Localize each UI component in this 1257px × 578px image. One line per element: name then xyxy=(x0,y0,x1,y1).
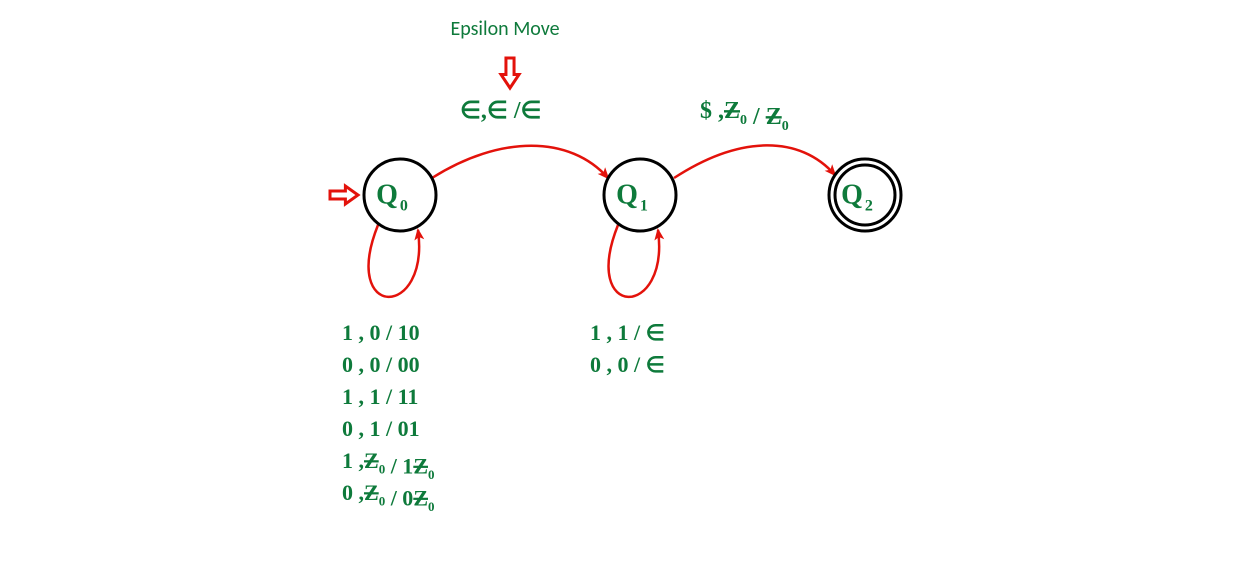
edge-label-q0-q1: ∈,∈ /∈ xyxy=(460,98,541,124)
edge-label-q0-loop-line3: 0 , 1 / 01 xyxy=(342,416,420,441)
edge-label-q1-loop-line1: 0 , 0 / ∈ xyxy=(590,352,665,377)
edge-label-q0-loop-line0: 1 , 0 / 10 xyxy=(342,320,420,345)
edge-label-q0-loop-line2: 1 , 1 / 11 xyxy=(342,384,418,409)
state-q2 xyxy=(829,159,901,231)
pda-diagram: Epsilon Move∈,∈ /∈$ ,Z0 / Z01 , 0 / 100 … xyxy=(0,0,1257,578)
edge-label-q0-loop-line1: 0 , 0 / 00 xyxy=(342,352,420,377)
edge-label-q1-loop-line0: 1 , 1 / ∈ xyxy=(590,320,665,345)
state-q1 xyxy=(604,159,676,231)
state-q0 xyxy=(364,159,436,231)
epsilon-move-caption: Epsilon Move xyxy=(450,17,559,41)
diagram-background xyxy=(0,0,1257,578)
